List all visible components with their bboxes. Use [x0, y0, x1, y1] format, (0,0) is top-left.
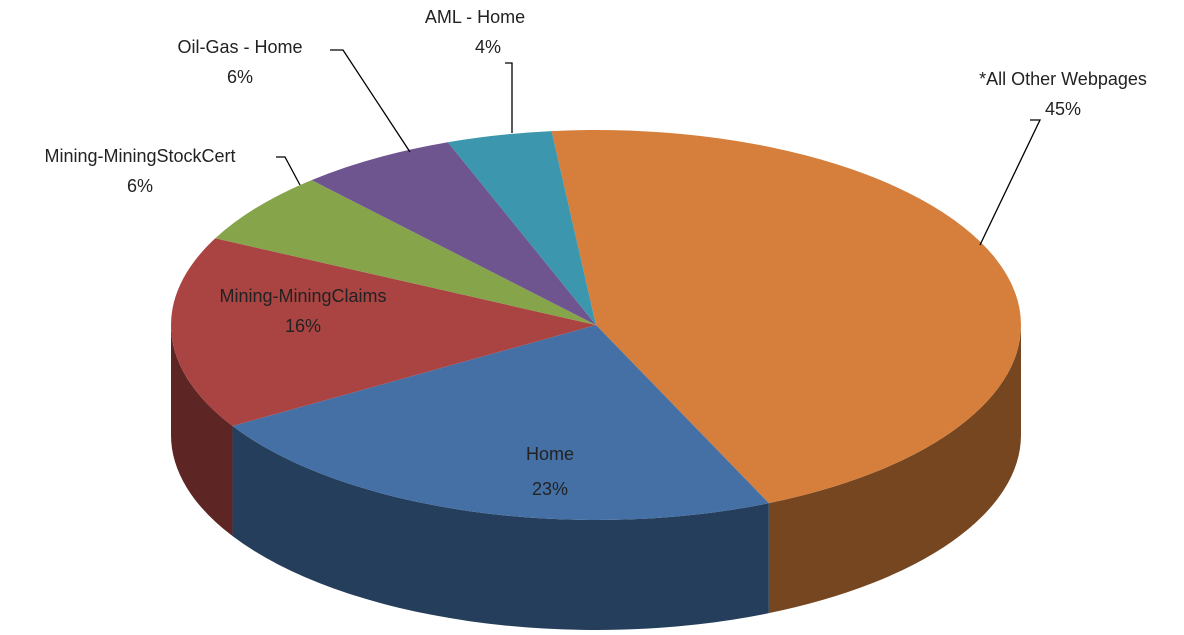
slice-label: Mining-MiningStockCert — [44, 146, 235, 166]
slice-value-label: 23% — [532, 479, 568, 499]
slice — [232, 325, 769, 520]
slice — [215, 180, 596, 325]
slice-value-label: 16% — [285, 316, 321, 336]
leader-line — [979, 119, 1042, 246]
slice-label: *All Other Webpages — [979, 69, 1147, 89]
slice-label: Home — [526, 444, 574, 464]
slice-value-label: 6% — [127, 176, 153, 196]
slice-side — [171, 325, 233, 537]
slice-side — [232, 426, 769, 630]
slice — [171, 238, 596, 427]
slice — [551, 130, 1021, 504]
slice — [447, 131, 596, 325]
leader-line — [505, 62, 513, 133]
slice-value-label: 6% — [227, 67, 253, 87]
slice-value-label: 45% — [1045, 99, 1081, 119]
slice — [311, 142, 596, 325]
slice-side — [768, 325, 1021, 614]
slice-value-label: 4% — [475, 37, 501, 57]
slice-label: AML - Home — [425, 7, 525, 27]
leader-line — [330, 49, 411, 153]
slice-label: Oil-Gas - Home — [177, 37, 302, 57]
slice-label: Mining-MiningClaims — [219, 286, 386, 306]
leader-line — [276, 156, 301, 186]
